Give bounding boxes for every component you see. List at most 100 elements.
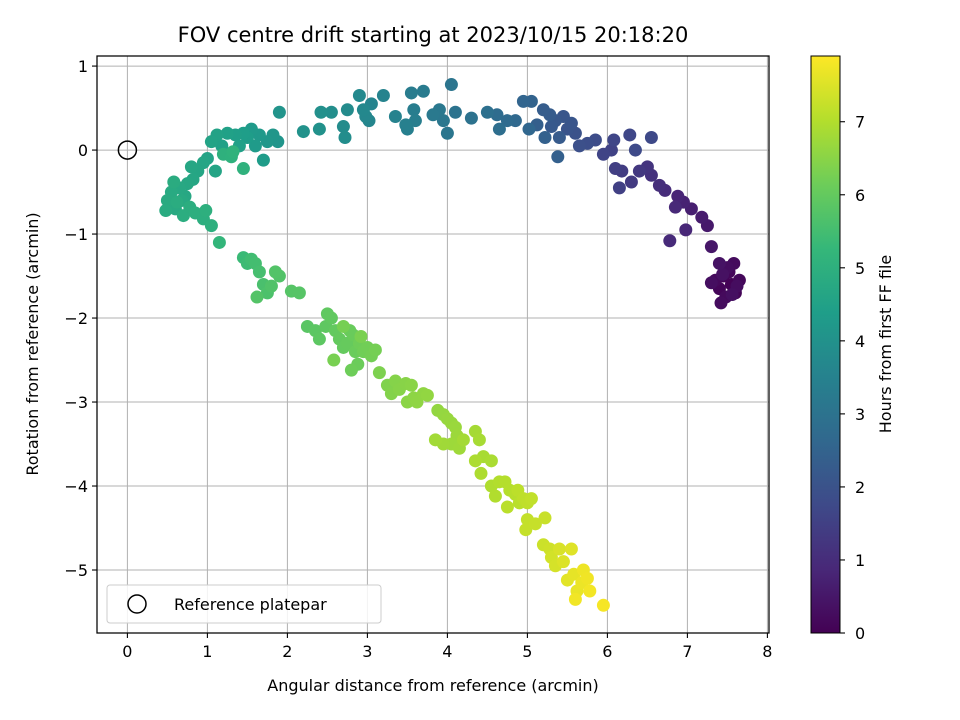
data-point <box>416 84 430 98</box>
x-axis-ticks: 0 1 2 3 4 5 6 7 8 <box>122 633 772 661</box>
data-point <box>596 147 610 161</box>
data-point <box>519 523 533 537</box>
data-point <box>296 125 310 139</box>
data-point <box>474 466 488 480</box>
colorbar-tick-label: 1 <box>855 551 865 570</box>
data-point <box>444 78 458 92</box>
x-tick-label: 5 <box>522 642 532 661</box>
data-point <box>404 378 418 392</box>
data-point <box>376 88 390 102</box>
colorbar-tick-label: 5 <box>855 259 865 278</box>
data-point <box>170 195 184 209</box>
y-tick-label: 0 <box>78 141 88 160</box>
y-tick-label: −4 <box>64 477 88 496</box>
colorbar-tick-label: 7 <box>855 113 865 132</box>
x-tick-label: 4 <box>442 642 452 661</box>
data-point <box>695 210 709 224</box>
data-point <box>338 130 352 144</box>
data-point <box>663 234 677 248</box>
y-tick-label: −5 <box>64 561 88 580</box>
y-axis-ticks: −5 −4 −3 −2 −1 0 1 <box>64 57 97 580</box>
data-point <box>488 489 502 503</box>
data-point <box>492 122 506 136</box>
data-point <box>632 164 646 178</box>
data-point <box>564 542 578 556</box>
data-point <box>668 200 682 214</box>
data-point <box>336 120 350 134</box>
x-tick-label: 2 <box>282 642 292 661</box>
data-point <box>652 178 666 192</box>
colorbar-tick-label: 0 <box>855 624 865 643</box>
data-point <box>612 181 626 195</box>
data-point <box>716 267 730 281</box>
data-point <box>552 130 566 144</box>
data-point <box>679 223 693 237</box>
data-point <box>268 265 282 279</box>
data-point <box>568 592 582 606</box>
data-point <box>256 153 270 167</box>
data-point <box>324 311 338 325</box>
data-point <box>248 139 262 153</box>
legend: Reference platepar <box>106 584 382 624</box>
data-point <box>524 492 538 506</box>
colorbar-gradient <box>810 55 841 634</box>
data-point <box>399 118 413 132</box>
data-point <box>226 145 240 159</box>
data-point <box>440 126 454 140</box>
x-tick-label: 1 <box>202 642 212 661</box>
data-point <box>583 584 597 598</box>
data-point <box>536 103 550 117</box>
data-point <box>472 433 486 447</box>
legend-label-reference: Reference platepar <box>174 595 327 614</box>
data-point <box>354 330 368 344</box>
data-point <box>538 130 552 144</box>
chart-title: FOV centre drift starting at 2023/10/15 … <box>178 23 689 47</box>
data-point <box>516 94 530 108</box>
data-point <box>671 189 685 203</box>
data-point <box>556 555 570 569</box>
data-point <box>368 343 382 357</box>
data-point <box>160 193 174 207</box>
data-point <box>212 235 226 249</box>
colorbar-tick-label: 6 <box>855 186 865 205</box>
data-point <box>448 105 462 119</box>
data-point <box>236 162 250 176</box>
data-point <box>208 164 222 178</box>
data-point <box>596 598 610 612</box>
y-tick-label: −2 <box>64 309 88 328</box>
data-point <box>407 103 421 117</box>
data-point <box>704 276 718 290</box>
data-point <box>312 332 326 346</box>
data-point <box>204 135 218 149</box>
data-point <box>714 296 728 310</box>
data-point <box>480 105 494 119</box>
data-point <box>336 319 350 333</box>
y-tick-label: 1 <box>78 57 88 76</box>
data-point <box>324 105 338 119</box>
data-point <box>327 353 341 367</box>
data-point <box>552 542 566 556</box>
colorbar: 0 1 2 3 4 5 6 7 Hours from first FF file <box>810 55 895 643</box>
data-point <box>500 114 514 128</box>
data-point <box>608 162 622 176</box>
data-point <box>314 105 328 119</box>
data-point <box>420 388 434 402</box>
x-axis-label: Angular distance from reference (arcmin) <box>267 676 598 695</box>
data-point <box>712 256 726 270</box>
data-point <box>388 109 402 123</box>
legend-reference-marker <box>127 594 147 614</box>
data-point <box>199 204 213 218</box>
data-point <box>607 133 621 147</box>
colorbar-label: Hours from first FF file <box>876 255 895 434</box>
y-tick-label: −3 <box>64 393 88 412</box>
data-point <box>624 175 638 189</box>
x-tick-label: 3 <box>362 642 372 661</box>
colorbar-tick-label: 2 <box>855 478 865 497</box>
data-point <box>628 143 642 157</box>
data-point <box>220 126 234 140</box>
data-point <box>426 108 440 122</box>
data-point <box>644 130 658 144</box>
y-tick-label: −1 <box>64 225 88 244</box>
data-point <box>538 511 552 525</box>
data-point <box>522 122 536 136</box>
